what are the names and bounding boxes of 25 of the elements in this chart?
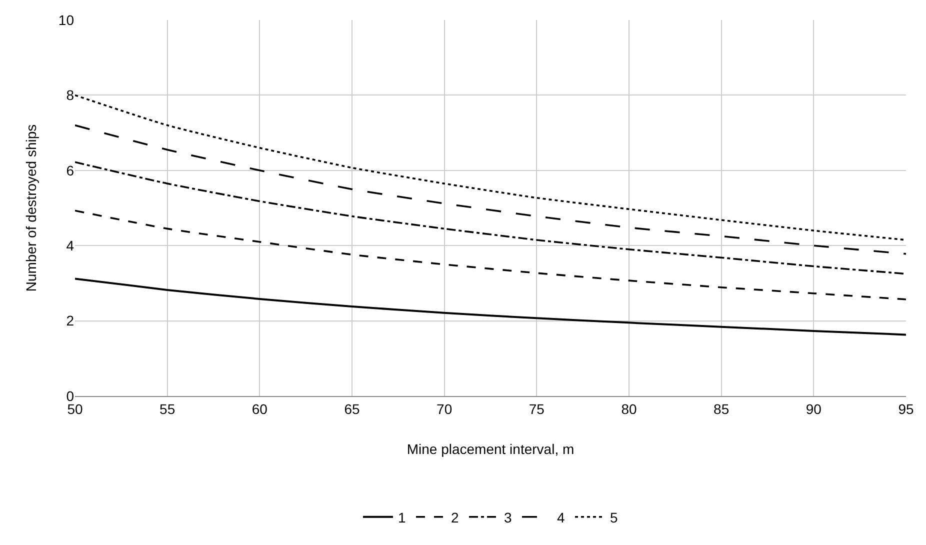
y-axis-title: Number of destroyed ships: [23, 124, 40, 292]
x-tick-label: 90: [806, 400, 822, 417]
legend-label: 5: [610, 509, 618, 526]
line-series: [75, 161, 906, 275]
y-tick-label: 8: [66, 87, 74, 104]
line-series: [75, 94, 906, 241]
x-tick-label: 75: [528, 400, 545, 417]
x-tick-label: 85: [714, 400, 730, 417]
x-axis-title: Mine placement interval, m: [406, 441, 574, 458]
x-tick-label: 70: [436, 400, 452, 417]
y-tick-label: 6: [66, 162, 74, 178]
x-tick-label: 60: [252, 400, 268, 417]
y-tick-label: 2: [66, 312, 74, 329]
x-tick-label: 55: [160, 400, 176, 417]
legend-label: 3: [504, 509, 512, 526]
x-tick-label: 80: [621, 400, 637, 417]
line-series: [75, 210, 906, 300]
x-tick-label: 65: [344, 400, 360, 417]
legend-label: 2: [451, 509, 459, 526]
legend-label: 1: [398, 509, 406, 526]
line-series: [75, 278, 906, 336]
y-tick-label: 4: [66, 238, 74, 254]
legend-label: 4: [557, 509, 565, 526]
x-tick-label: 95: [898, 400, 914, 417]
y-tick-label: 10: [58, 12, 74, 28]
